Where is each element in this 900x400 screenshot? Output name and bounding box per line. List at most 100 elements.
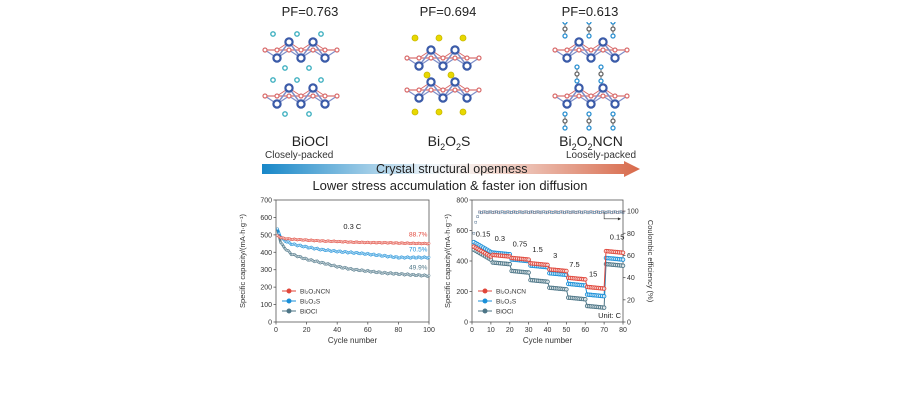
o-atom: [404, 87, 410, 93]
formula-part: Bi: [559, 133, 572, 149]
ce-point: [472, 232, 476, 235]
o-atom: [262, 93, 268, 99]
cl-atom: [318, 77, 324, 83]
x-tick-label: 20: [506, 327, 514, 334]
rate-label: 0.3: [495, 234, 505, 243]
x-tick-label: 50: [562, 327, 570, 334]
o-atom: [286, 47, 292, 53]
data-point: [564, 268, 569, 274]
o-atom: [624, 47, 630, 53]
c-atom: [562, 118, 568, 124]
bi-atom: [272, 53, 282, 63]
y2-tick-label: 80: [627, 231, 635, 238]
legend-marker: [286, 288, 292, 294]
o-atom: [552, 93, 558, 99]
o-atom: [428, 55, 434, 61]
bi-atom: [562, 53, 572, 63]
legend-label-bi2o2ncn: Bi₂O₂NCN: [496, 289, 526, 296]
o-atom: [286, 93, 292, 99]
bi-atom: [426, 45, 436, 55]
formula-part: S: [461, 133, 471, 149]
data-point: [545, 279, 550, 284]
bi-atom: [438, 61, 448, 71]
y-tick-label: 700: [260, 198, 272, 205]
formula-part: NCN: [592, 133, 623, 149]
bi-atom: [598, 37, 608, 47]
c-atom: [574, 71, 580, 77]
o-atom: [262, 47, 268, 53]
c-atom: [562, 26, 568, 32]
o-atom: [600, 47, 606, 53]
o-atom: [274, 47, 280, 53]
cl-atom: [282, 65, 288, 71]
data-point: [427, 242, 431, 245]
legend-label-biocl: BiOCl: [300, 309, 318, 316]
data-point: [280, 242, 284, 246]
c-atom: [610, 118, 616, 124]
bi-atom: [284, 37, 294, 47]
retention-label-bi2o2s: 70.5%: [409, 246, 428, 253]
o-atom: [464, 55, 470, 61]
o-atom: [416, 87, 422, 93]
data-point: [507, 261, 512, 267]
formula-subscript: 2: [440, 141, 446, 152]
o-atom: [322, 47, 328, 53]
formula-part: O: [576, 133, 588, 149]
o-atom: [310, 93, 316, 99]
formula-subscript: 2: [456, 141, 462, 152]
o-atom: [624, 93, 630, 99]
n-atom: [610, 125, 616, 131]
n-atom: [562, 125, 568, 131]
loosely-packed-label: Loosely-packed: [566, 150, 637, 161]
y-axis-label: Specific capacity/(mA·h·g⁻¹): [443, 214, 452, 308]
y-tick-label: 300: [260, 267, 272, 274]
x-tick-label: 30: [525, 327, 533, 334]
y-tick-label: 0: [268, 320, 272, 327]
label-bi2o2s: Bi2O2S: [394, 133, 504, 152]
c-atom: [586, 26, 592, 32]
o-atom: [576, 47, 582, 53]
y-tick-label: 200: [260, 285, 272, 292]
o-atom: [452, 87, 458, 93]
data-point: [601, 305, 607, 310]
x-axis-label: Cycle number: [328, 336, 378, 345]
legend-marker: [482, 298, 488, 304]
o-atom: [440, 87, 446, 93]
n-atom: [586, 22, 592, 25]
cl-atom: [294, 31, 300, 37]
bi-atom: [308, 83, 318, 93]
bi-atom: [284, 83, 294, 93]
bi-atom: [438, 93, 448, 103]
ce-point: [472, 232, 476, 235]
data-point: [620, 257, 626, 262]
x-axis-label: Cycle number: [523, 336, 573, 345]
ce-axis-arrow: [603, 212, 620, 220]
structure-biocl: [262, 31, 340, 117]
x-tick-label: 100: [423, 327, 435, 334]
data-point: [427, 274, 431, 277]
o-atom: [416, 55, 422, 61]
o-atom: [588, 47, 594, 53]
ce-point: [476, 215, 479, 218]
y-tick-label: 400: [260, 250, 272, 257]
data-point: [620, 263, 626, 268]
ce-point: [472, 232, 476, 235]
y-tick-label: 400: [456, 259, 468, 266]
o-atom: [334, 93, 340, 99]
legend-marker: [482, 288, 488, 294]
ce-point: [474, 220, 477, 224]
unit-label: Unit: C: [598, 311, 622, 320]
structure-bi2o2s: [404, 34, 482, 116]
openness-label: Crystal structural openness: [376, 162, 528, 176]
rate-annotation: 0.3 C: [343, 222, 362, 231]
cl-atom: [282, 111, 288, 117]
bi-atom: [414, 61, 424, 71]
x-tick-label: 60: [581, 327, 589, 334]
bi-atom: [598, 83, 608, 93]
bi-atom: [308, 37, 318, 47]
data-point: [276, 227, 279, 231]
rate-label: 3: [553, 251, 557, 260]
n-atom: [562, 33, 568, 39]
bi-atom: [610, 53, 620, 63]
